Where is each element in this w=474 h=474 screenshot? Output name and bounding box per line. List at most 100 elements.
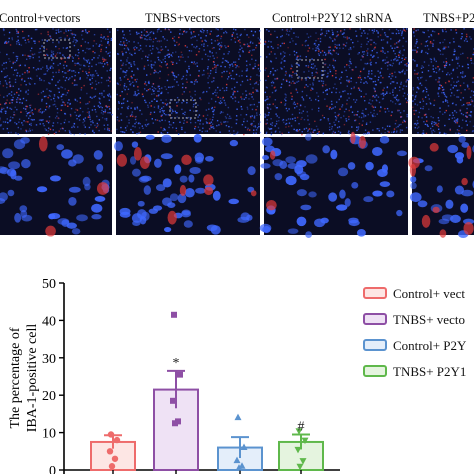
nucleus-dot bbox=[84, 29, 87, 31]
nucleus-dot bbox=[390, 100, 392, 102]
nucleus-dot bbox=[321, 114, 324, 117]
nucleus-dot bbox=[172, 74, 175, 76]
nucleus-dot bbox=[390, 38, 392, 40]
nucleus-dot bbox=[418, 78, 420, 81]
nucleus-dot bbox=[224, 30, 227, 33]
nucleus-dot bbox=[153, 87, 155, 89]
nucleus-dot bbox=[173, 40, 176, 42]
nucleus-dot bbox=[133, 84, 135, 87]
nucleus-dot bbox=[60, 95, 63, 98]
nucleus-dot bbox=[253, 120, 255, 122]
nucleus-dot bbox=[197, 75, 200, 77]
nucleus-dot bbox=[298, 64, 300, 67]
nucleus-dot bbox=[348, 81, 351, 83]
nucleus-dot bbox=[34, 83, 36, 85]
nucleus-dot bbox=[122, 54, 124, 56]
nucleus-dot bbox=[156, 95, 158, 97]
nucleus-dot bbox=[210, 69, 212, 72]
nucleus-dot bbox=[423, 31, 425, 34]
nucleus-dot bbox=[126, 100, 129, 102]
nucleus-dot bbox=[327, 75, 329, 77]
nucleus-dot bbox=[194, 103, 197, 105]
nucleus-dot bbox=[439, 53, 442, 56]
nucleus-dot bbox=[275, 89, 277, 91]
nucleus-dot bbox=[83, 58, 85, 61]
nucleus-dot bbox=[250, 76, 252, 78]
nucleus-dot bbox=[455, 29, 457, 31]
nucleus-dot bbox=[241, 74, 243, 77]
nucleus-dot bbox=[89, 116, 91, 118]
nucleus-dot bbox=[398, 89, 401, 92]
nucleus-dot bbox=[332, 31, 334, 34]
nucleus-dot bbox=[156, 40, 159, 43]
nucleus-dot bbox=[380, 132, 383, 135]
nucleus-dot bbox=[295, 58, 298, 60]
nucleus-dot bbox=[451, 77, 453, 80]
nucleus-dot bbox=[107, 38, 109, 41]
nucleus-dot bbox=[285, 96, 287, 99]
nucleus-dot bbox=[199, 97, 201, 99]
nucleus-dot bbox=[336, 44, 338, 46]
nucleus-dot bbox=[267, 46, 269, 48]
nucleus-dot bbox=[175, 130, 178, 132]
nucleus-dot bbox=[88, 112, 90, 115]
nucleus-dot bbox=[172, 122, 175, 124]
nucleus-dot bbox=[270, 81, 273, 84]
nucleus-dot bbox=[160, 132, 162, 134]
nucleus-dot bbox=[432, 129, 435, 131]
nucleus-dot bbox=[212, 92, 214, 95]
nucleus-dot bbox=[137, 86, 139, 88]
nucleus-dot bbox=[291, 113, 294, 116]
nucleus-dot bbox=[307, 44, 309, 47]
nucleus-dot bbox=[174, 76, 176, 78]
nucleus-dot bbox=[202, 115, 205, 117]
nucleus-dot bbox=[46, 53, 48, 56]
nucleus-dot bbox=[90, 121, 92, 123]
nucleus-dot bbox=[109, 51, 111, 54]
nucleus-dot bbox=[120, 119, 123, 121]
nucleus-dot bbox=[373, 109, 375, 112]
nucleus-dot bbox=[28, 82, 31, 84]
nucleus-dot bbox=[381, 28, 384, 31]
nucleus-dot bbox=[239, 55, 241, 58]
nucleus-dot bbox=[105, 50, 107, 53]
nucleus-dot bbox=[412, 88, 415, 91]
nucleus-dot bbox=[369, 59, 372, 61]
nucleus-dot bbox=[348, 53, 350, 55]
nucleus-dot bbox=[127, 88, 130, 90]
nucleus-dot bbox=[303, 118, 306, 121]
nucleus-dot bbox=[444, 66, 446, 69]
nucleus-dot bbox=[88, 61, 91, 63]
nucleus-dot bbox=[399, 29, 402, 32]
nucleus-dot bbox=[221, 87, 224, 89]
nucleus-dot bbox=[459, 99, 462, 101]
nucleus-dot bbox=[283, 65, 286, 68]
legend-label: Control+ P2Y bbox=[393, 338, 467, 353]
nucleus-dot bbox=[146, 38, 148, 41]
nucleus-dot bbox=[206, 122, 208, 124]
nucleus-dot bbox=[288, 84, 291, 87]
nucleus-dot bbox=[253, 103, 256, 106]
nucleus-dot bbox=[251, 115, 253, 117]
nucleus-dot bbox=[121, 44, 123, 46]
nucleus-dot bbox=[295, 62, 297, 65]
nucleus-dot bbox=[123, 44, 126, 46]
nucleus-dot bbox=[179, 121, 181, 123]
nucleus-dot bbox=[456, 122, 458, 124]
nucleus-dot bbox=[215, 65, 217, 67]
nucleus-dot bbox=[87, 116, 90, 118]
nucleus-dot bbox=[201, 58, 203, 60]
nucleus-dot bbox=[45, 106, 48, 108]
nucleus-dot bbox=[204, 53, 207, 56]
nucleus-dot bbox=[428, 36, 430, 38]
nucleus bbox=[285, 156, 296, 164]
nucleus-dot bbox=[193, 110, 195, 112]
nucleus-dot bbox=[149, 45, 151, 47]
nucleus-dot bbox=[441, 86, 444, 88]
nucleus-dot bbox=[227, 61, 229, 64]
nucleus-dot bbox=[212, 116, 214, 118]
nucleus-dot bbox=[403, 58, 406, 61]
nucleus-dot bbox=[255, 89, 257, 91]
nucleus-dot bbox=[301, 96, 303, 98]
data-point bbox=[299, 458, 307, 465]
